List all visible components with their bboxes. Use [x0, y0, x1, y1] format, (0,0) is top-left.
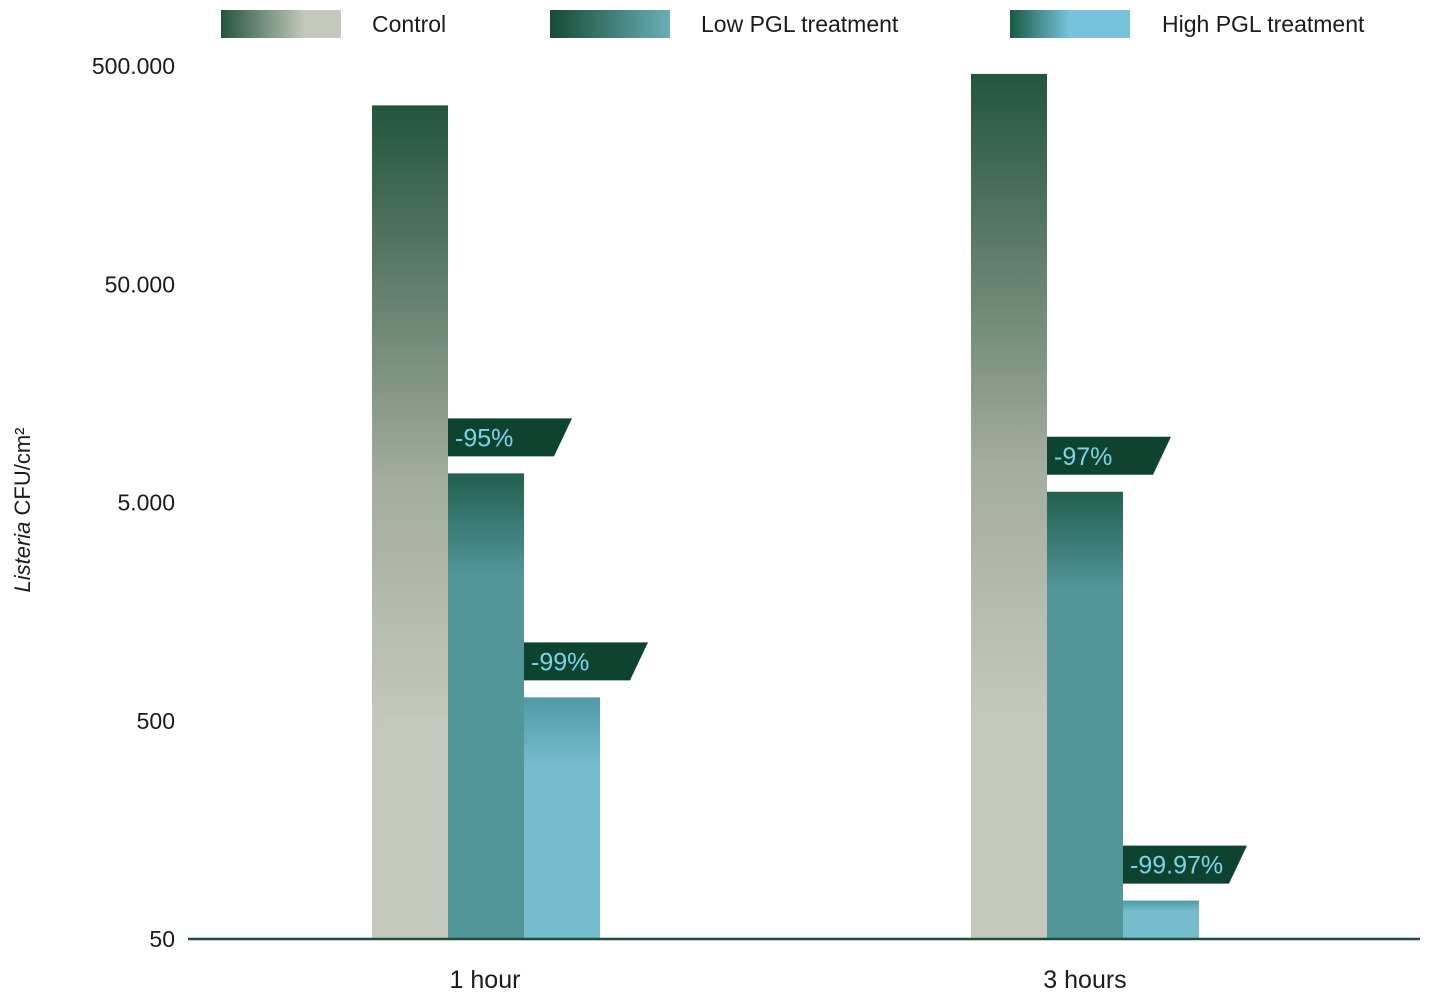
legend: Control Low PGL treatment High PGL treatme… [221, 10, 1365, 38]
legend-item: Control [221, 10, 446, 38]
reduction-badge: -99% [524, 642, 648, 681]
legend-item: High PGL treatment [1010, 10, 1365, 38]
bar-control [971, 73, 1047, 939]
bar-low-pgl [448, 473, 524, 939]
y-tick-label: 500 [137, 708, 175, 734]
reduction-badges: -95% -99% -97% -99.97% [448, 418, 1247, 884]
badge-shape [1123, 845, 1247, 884]
badge-label: -97% [1054, 443, 1112, 471]
legend-swatch [550, 10, 670, 38]
badge-shape [524, 642, 648, 681]
legend-swatch [1010, 10, 1130, 38]
y-axis-ticks: 500.000 50.000 5.000 500 50 [92, 53, 175, 952]
bar-high-pgl [1123, 900, 1199, 939]
bar-control [372, 105, 448, 940]
legend-label: High PGL treatment [1162, 11, 1365, 37]
badge-shape [448, 418, 572, 457]
bars [372, 73, 1199, 940]
badge-label: -95% [455, 424, 513, 452]
legend-swatch [221, 10, 341, 38]
legend-item: Low PGL treatment [550, 10, 899, 38]
y-tick-label: 500.000 [92, 53, 175, 79]
legend-label: Low PGL treatment [701, 11, 899, 37]
y-axis-label-unit: CFU/cm² [10, 427, 35, 521]
reduction-badge: -95% [448, 418, 572, 457]
reduction-badge: -99.97% [1123, 845, 1247, 884]
x-category-label: 3 hours [1043, 966, 1126, 992]
legend-label: Control [372, 11, 446, 37]
y-axis-label-italic: Listeria [10, 522, 35, 593]
y-axis-label: Listeria CFU/cm² [10, 427, 35, 592]
x-category-label: 1 hour [450, 966, 521, 992]
bar-high-pgl [524, 697, 600, 939]
badge-shape [1047, 436, 1171, 475]
y-tick-label: 50 [149, 926, 175, 952]
y-tick-label: 5.000 [117, 490, 175, 516]
y-tick-label: 50.000 [105, 271, 175, 297]
badge-label: -99% [531, 648, 589, 676]
badge-label: -99.97% [1130, 852, 1223, 880]
bar-low-pgl [1047, 491, 1123, 939]
x-axis-categories: 1 hour 3 hours [450, 966, 1127, 992]
reduction-badge: -97% [1047, 436, 1171, 475]
